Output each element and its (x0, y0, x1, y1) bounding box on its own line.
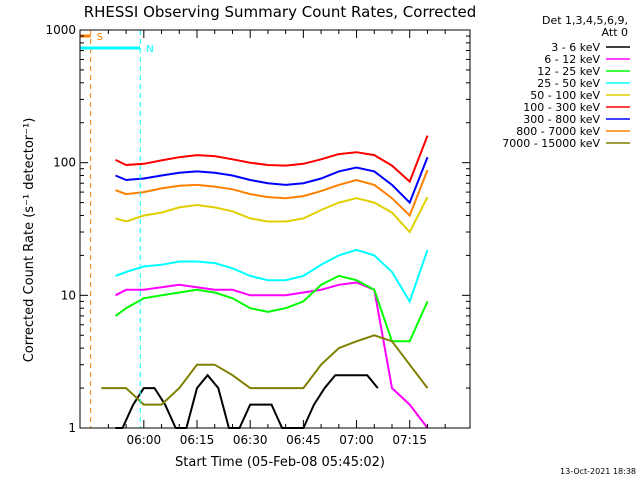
legend-label-7: 800 - 7000 keV (516, 125, 600, 138)
series-layer (101, 135, 429, 429)
timestamp-footer: 13-Oct-2021 18:38 (560, 467, 636, 476)
legend-label-5: 100 - 300 keV (523, 101, 600, 114)
marker-label-S: S (97, 32, 103, 43)
series-line-4 (115, 196, 429, 234)
legend-label-4: 50 - 100 keV (530, 89, 600, 102)
x-axis-label: Start Time (05-Feb-08 05:45:02) (175, 455, 385, 470)
plot-frame (79, 29, 471, 429)
legend-header-0: Det 1,3,4,5,6,9, (542, 14, 628, 27)
x-tick-label-0: 06:00 (127, 433, 162, 447)
legend-label-6: 300 - 800 keV (523, 113, 600, 126)
axes-layer: S N 1 10 100 1000 06:00 06:15 06:30 06:45 07:00 07:… (45, 23, 471, 447)
series-line-7 (115, 169, 429, 218)
legend-header-1: Att 0 (602, 26, 628, 39)
legend-label-8: 7000 - 15000 keV (502, 137, 600, 150)
legend-label-3: 25 - 50 keV (537, 77, 600, 90)
series-line-2 (114, 274, 429, 343)
y-tick-label-1: 10 (61, 288, 76, 302)
x-tick-label-5: 07:15 (392, 433, 427, 447)
x-tick-label-3: 06:45 (286, 433, 321, 447)
x-tick-label-4: 07:00 (339, 433, 374, 447)
x-tick-label-1: 06:15 (180, 433, 215, 447)
series-line-6 (115, 156, 429, 205)
y-axis-label: Corrected Count Rate (s⁻¹ detector⁻¹) (22, 118, 37, 363)
legend-label-2: 12 - 25 keV (537, 65, 600, 78)
marker-label-N: N (146, 44, 153, 55)
y-tick-label-0: 1 (68, 421, 76, 435)
series-line-0 (115, 373, 379, 429)
x-tick-label-2: 06:30 (233, 433, 268, 447)
series-line-5 (115, 135, 429, 184)
series-line-8 (101, 334, 429, 406)
y-tick-label-2: 100 (53, 156, 76, 170)
legend-label-1: 6 - 12 keV (544, 53, 600, 66)
chart-title: RHESSI Observing Summary Count Rates, Co… (84, 3, 477, 21)
series-line-3 (115, 248, 429, 304)
y-tick-label-3: 1000 (45, 23, 76, 37)
legend-label-0: 3 - 6 keV (551, 41, 600, 54)
